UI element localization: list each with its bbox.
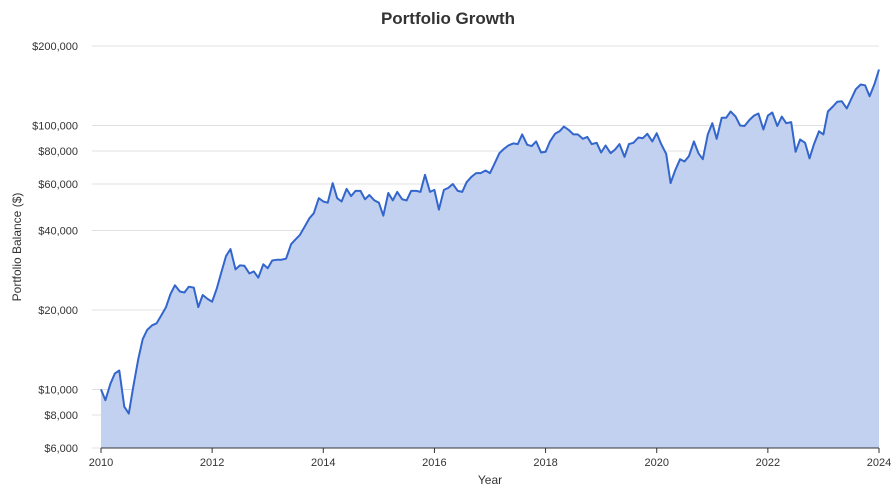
y-tick-label: $200,000 bbox=[32, 41, 78, 53]
y-tick-label: $6,000 bbox=[44, 443, 78, 455]
y-tick-label: $20,000 bbox=[38, 305, 78, 317]
series-line bbox=[100, 69, 880, 415]
x-tick-label: 2022 bbox=[756, 457, 780, 469]
y-tick-label: $10,000 bbox=[38, 384, 78, 396]
x-tick-label: 2024 bbox=[867, 457, 891, 469]
x-tick-label: 2014 bbox=[311, 457, 335, 469]
x-tick-label: 2018 bbox=[533, 457, 557, 469]
y-tick-label: $60,000 bbox=[38, 179, 78, 191]
x-tick-label: 2016 bbox=[422, 457, 446, 469]
chart-title: Portfolio Growth bbox=[381, 9, 515, 28]
series-area bbox=[101, 69, 879, 448]
x-tick-label: 2010 bbox=[89, 457, 113, 469]
y-axis-label: Portfolio Balance ($) bbox=[10, 193, 24, 302]
y-tick-label: $100,000 bbox=[32, 120, 78, 132]
y-tick-label: $80,000 bbox=[38, 146, 78, 158]
x-tick-label: 2020 bbox=[644, 457, 668, 469]
y-tick-label: $8,000 bbox=[44, 410, 78, 422]
x-axis-label: Year bbox=[478, 473, 502, 487]
x-tick-label: 2012 bbox=[200, 457, 224, 469]
y-tick-label: $40,000 bbox=[38, 226, 78, 238]
